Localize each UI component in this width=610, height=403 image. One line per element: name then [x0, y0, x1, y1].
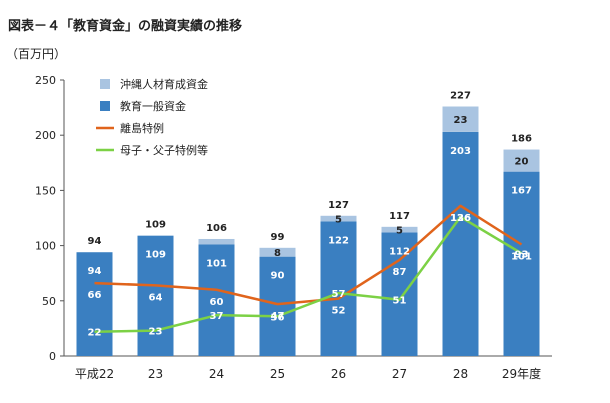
y-tick-label: 250	[35, 74, 56, 87]
x-tick-label: 29年度	[502, 366, 541, 381]
bar-general-0	[76, 252, 113, 356]
lines	[94, 204, 523, 333]
bar-general-7	[503, 171, 540, 356]
label-line1-4: 57	[332, 289, 346, 300]
y-tick-label: 50	[42, 295, 56, 308]
label-total-7: 186	[511, 134, 532, 145]
bar-nurture-6	[442, 106, 479, 132]
label-total-2: 106	[206, 223, 227, 234]
bar-nurture-5	[381, 226, 418, 233]
label-nurture-4: 5	[335, 215, 342, 226]
y-axis-unit: （百万円）	[6, 47, 66, 61]
y-tick-label: 150	[35, 184, 56, 197]
label-line0-2: 60	[210, 297, 224, 308]
label-line1-7: 93	[515, 249, 529, 260]
x-tick-label: 28	[453, 367, 468, 381]
axes: 0 50 100 150 200 250 平成22 23 24 25 26 27 28 29年度	[35, 74, 552, 381]
bar-general-4	[320, 221, 357, 356]
bar-general-6	[442, 131, 479, 356]
label-nurture-6: 23	[454, 115, 468, 126]
x-tick-label: 27	[392, 367, 407, 381]
y-tick-label: 0	[49, 350, 56, 363]
label-general-0: 94	[88, 266, 102, 277]
x-tick-label: 24	[209, 367, 224, 381]
x-tick-label: 26	[331, 367, 346, 381]
label-total-3: 99	[271, 232, 285, 243]
data-labels: 94 94 109 109 101 106 90 8 99 122 5 127 112 5 117 203 23…	[88, 90, 532, 338]
label-line1-1: 23	[149, 327, 163, 338]
label-general-6: 203	[450, 146, 471, 157]
x-tick-label: 25	[270, 367, 285, 381]
label-nurture-3: 8	[274, 248, 281, 259]
line-series-1	[94, 215, 523, 333]
line-series-0	[94, 204, 523, 306]
bar-nurture-3	[259, 247, 296, 257]
label-line1-6: 126	[450, 213, 471, 224]
y-tick-label: 200	[35, 129, 56, 142]
label-line0-7: 101	[511, 251, 532, 262]
label-line1-5: 51	[393, 296, 407, 307]
label-line1-2: 37	[210, 311, 224, 322]
label-general-5: 112	[389, 246, 410, 257]
label-total-0: 94	[88, 236, 102, 247]
label-total-1: 109	[145, 220, 166, 231]
bar-general-1	[137, 235, 174, 356]
bar-nurture-7	[503, 149, 540, 172]
bar-general-5	[381, 232, 418, 356]
bar-general-2	[198, 244, 235, 356]
label-general-1: 109	[145, 250, 166, 261]
y-tick-label: 100	[35, 240, 56, 253]
label-general-3: 90	[271, 271, 285, 282]
label-nurture-7: 20	[515, 157, 529, 168]
label-total-6: 227	[450, 90, 471, 101]
bar-nurture-2	[198, 238, 235, 245]
label-nurture-5: 5	[396, 226, 403, 237]
label-line1-0: 22	[88, 328, 102, 339]
x-tick-label: 23	[148, 367, 163, 381]
bar-nurture-4	[320, 215, 357, 222]
label-line0-5: 87	[393, 267, 407, 278]
label-line0-1: 64	[149, 292, 163, 303]
label-line0-6: 136	[450, 213, 471, 224]
label-general-7: 167	[511, 186, 532, 197]
label-line0-3: 47	[271, 311, 285, 322]
label-line0-0: 66	[88, 290, 102, 301]
label-line0-4: 52	[332, 306, 346, 317]
legend-label-2: 離島特例	[120, 121, 164, 135]
legend-label-3: 母子・父子特例等	[120, 143, 208, 157]
legend-swatch-1	[100, 101, 110, 111]
bar-general-3	[259, 256, 296, 356]
legend-swatch-0	[100, 79, 110, 89]
x-tick-label: 平成22	[75, 367, 114, 381]
label-total-4: 127	[328, 200, 349, 211]
label-total-5: 117	[389, 211, 410, 222]
label-general-2: 101	[206, 258, 227, 269]
legend-label-1: 教育一般資金	[120, 99, 186, 113]
legend-label-0: 沖縄人材育成資金	[120, 77, 208, 91]
label-general-4: 122	[328, 235, 349, 246]
bars	[76, 106, 540, 356]
label-line1-3: 36	[271, 312, 285, 323]
chart-title: 図表－４「教育資金」の融資実績の推移	[8, 18, 242, 34]
